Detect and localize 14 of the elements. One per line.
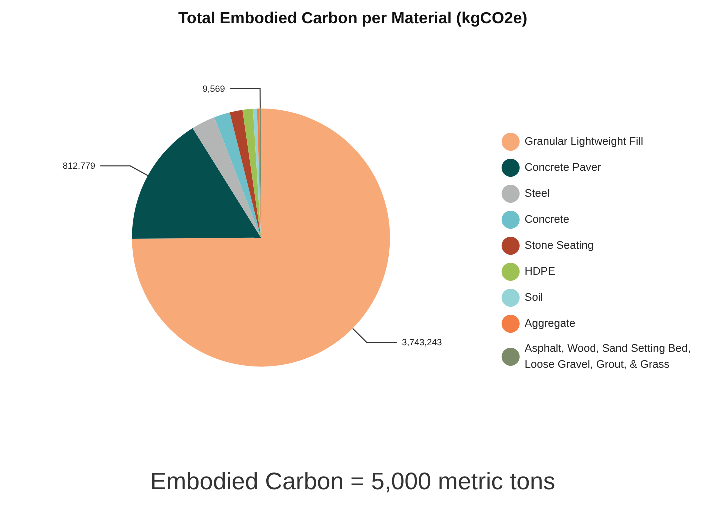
legend-label: Granular Lightweight Fill — [524, 136, 644, 148]
chart-title: Total Embodied Carbon per Material (kgCO2e) — [178, 10, 528, 28]
legend-label: Aggregate — [524, 318, 576, 330]
legend-label: Stone Seating — [524, 240, 594, 252]
legend-label: Concrete Paver — [524, 162, 602, 174]
legend-label: Concrete — [524, 214, 570, 226]
legend-label: Asphalt, Wood, Sand Setting Bed, Loose Gravel, Grout, & Grass — [524, 343, 692, 371]
legend-label: Steel — [524, 188, 550, 200]
data-label: 3,743,243 — [402, 338, 442, 348]
legend-label: Soil — [524, 292, 544, 304]
data-label: 812,779 — [63, 161, 96, 172]
text: Embodied Carbon = 5,000 metric tons — [150, 468, 556, 496]
data-label: 9,569 — [202, 84, 226, 94]
legend-label: HDPE — [524, 266, 556, 278]
